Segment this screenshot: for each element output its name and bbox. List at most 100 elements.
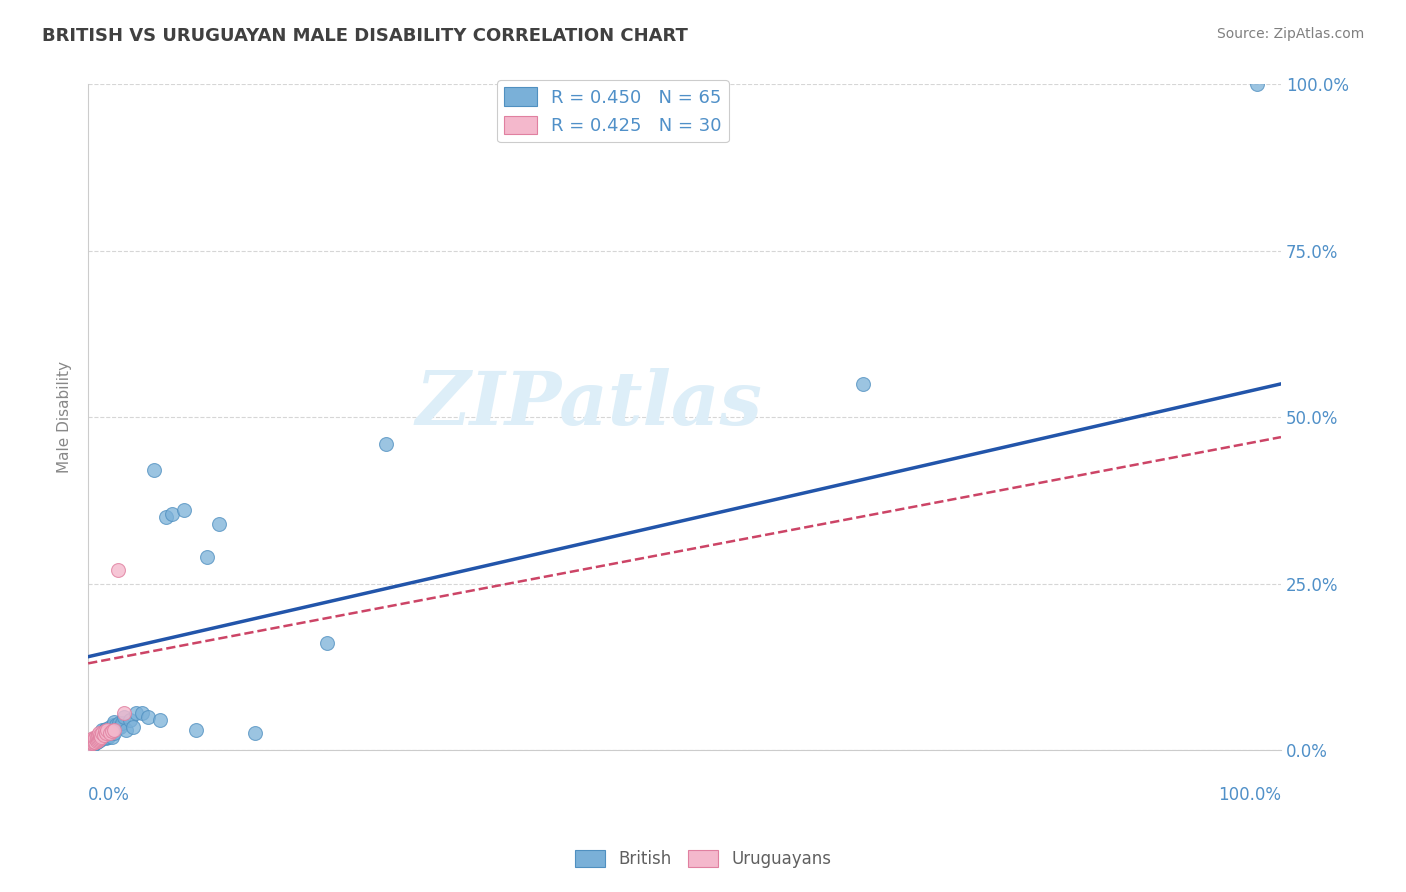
Point xyxy=(91,726,114,740)
Point xyxy=(93,728,115,742)
Point xyxy=(90,731,112,745)
Point xyxy=(84,735,107,749)
Point xyxy=(79,736,101,750)
Point xyxy=(94,730,117,744)
Text: ZIPatlas: ZIPatlas xyxy=(416,368,762,440)
Point xyxy=(122,720,145,734)
Point xyxy=(375,436,398,450)
Point xyxy=(101,724,124,739)
Point xyxy=(243,726,266,740)
Point xyxy=(155,510,177,524)
Point xyxy=(86,732,108,747)
Point xyxy=(149,713,172,727)
Point xyxy=(93,724,115,739)
Point xyxy=(103,726,125,740)
Point xyxy=(112,706,135,721)
Point xyxy=(86,733,108,747)
Point xyxy=(86,731,108,745)
Point xyxy=(315,636,337,650)
Point xyxy=(87,732,110,747)
Legend: British, Uruguayans: British, Uruguayans xyxy=(568,843,838,875)
Point xyxy=(142,463,165,477)
Point xyxy=(136,709,159,723)
Point xyxy=(94,731,117,745)
Point xyxy=(84,736,107,750)
Point xyxy=(86,731,108,745)
Point xyxy=(103,717,125,731)
Point xyxy=(94,723,117,737)
Point xyxy=(104,717,127,731)
Point xyxy=(83,732,105,747)
Point xyxy=(89,731,111,745)
Point xyxy=(97,724,120,739)
Point xyxy=(94,726,117,740)
Point xyxy=(82,731,104,745)
Point xyxy=(90,730,112,744)
Point xyxy=(79,736,101,750)
Point xyxy=(91,731,114,745)
Point xyxy=(80,735,103,749)
Point xyxy=(197,549,219,564)
Point xyxy=(89,728,111,742)
Point xyxy=(93,728,115,742)
Point xyxy=(108,716,131,731)
Point xyxy=(184,723,207,737)
Point xyxy=(1246,78,1268,92)
Text: 100.0%: 100.0% xyxy=(1218,787,1281,805)
Point xyxy=(852,376,875,391)
Point xyxy=(91,723,114,737)
Point xyxy=(98,720,121,734)
Point xyxy=(208,516,231,531)
Point xyxy=(118,713,141,727)
Point xyxy=(80,732,103,747)
Point xyxy=(90,726,112,740)
Point xyxy=(91,730,114,744)
Point xyxy=(83,735,105,749)
Point xyxy=(86,733,108,747)
Point xyxy=(79,738,101,752)
Point xyxy=(115,723,138,737)
Point xyxy=(89,732,111,747)
Point xyxy=(101,730,124,744)
Point xyxy=(100,724,122,739)
Point xyxy=(84,733,107,747)
Text: Source: ZipAtlas.com: Source: ZipAtlas.com xyxy=(1216,27,1364,41)
Point xyxy=(82,738,104,752)
Point xyxy=(84,731,107,745)
Point xyxy=(87,730,110,744)
Point xyxy=(80,735,103,749)
Point xyxy=(110,720,132,734)
Point xyxy=(112,709,135,723)
Point xyxy=(94,722,117,736)
Point xyxy=(96,728,118,742)
Point xyxy=(131,706,153,721)
Point xyxy=(103,714,125,729)
Point xyxy=(87,732,110,747)
Text: BRITISH VS URUGUAYAN MALE DISABILITY CORRELATION CHART: BRITISH VS URUGUAYAN MALE DISABILITY COR… xyxy=(42,27,688,45)
Point xyxy=(160,507,183,521)
Point xyxy=(94,726,117,740)
Point xyxy=(83,732,105,747)
Point xyxy=(86,730,108,744)
Point xyxy=(79,732,101,747)
Point xyxy=(98,726,121,740)
Point xyxy=(87,726,110,740)
Point xyxy=(86,728,108,742)
Point xyxy=(97,730,120,744)
Point xyxy=(107,563,129,577)
Point xyxy=(173,503,195,517)
Point xyxy=(107,720,129,734)
Point xyxy=(96,723,118,737)
Point xyxy=(98,726,121,740)
Point xyxy=(110,716,132,731)
Point xyxy=(82,732,104,747)
Point xyxy=(101,722,124,736)
Point xyxy=(82,736,104,750)
Point xyxy=(125,706,148,721)
Text: 0.0%: 0.0% xyxy=(89,787,129,805)
Point xyxy=(86,735,108,749)
Y-axis label: Male Disability: Male Disability xyxy=(58,361,72,473)
Point xyxy=(103,723,125,737)
Point xyxy=(89,728,111,742)
Point xyxy=(96,723,118,737)
